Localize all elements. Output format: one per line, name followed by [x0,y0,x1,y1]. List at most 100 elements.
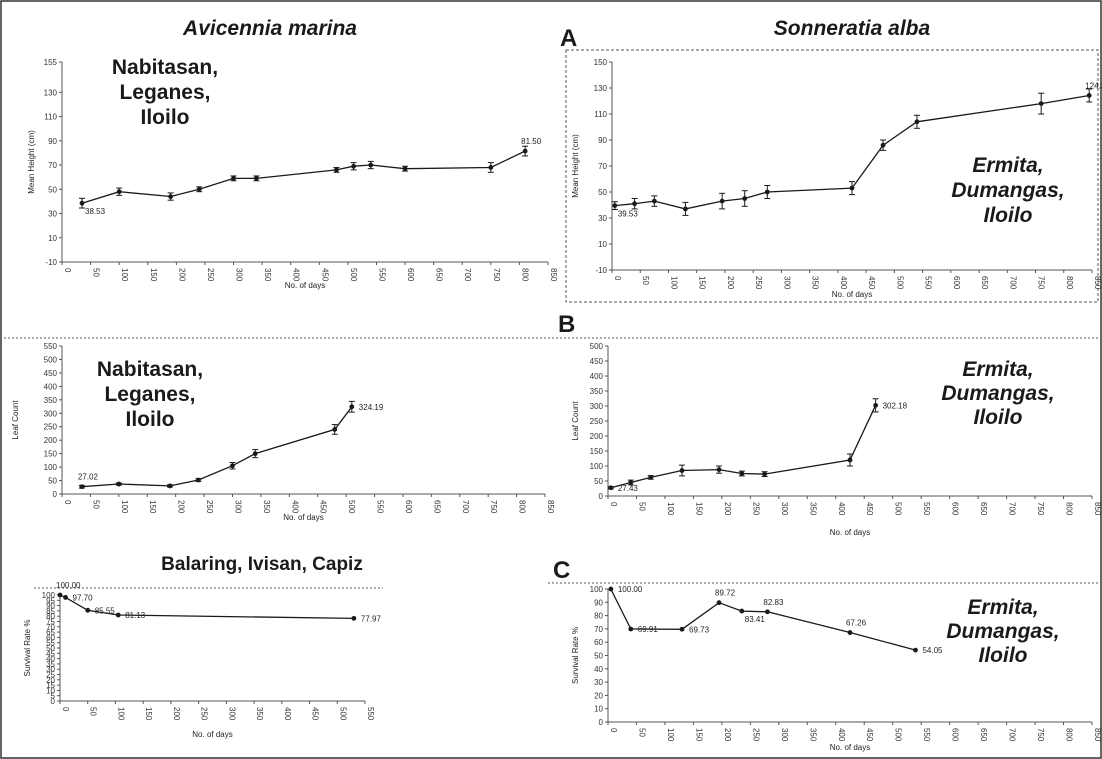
data-point [168,194,174,199]
data-point [334,167,339,173]
data-point [873,402,879,408]
x-tick-label: 300 [233,500,242,514]
data-point [402,166,408,172]
data-label: 324.19 [359,403,384,412]
data-label: 302.18 [883,401,908,410]
data-point [679,468,685,473]
y-tick-label: 60 [594,638,603,647]
y-tick-label: 95 [46,596,55,605]
x-tick-label: 650 [979,502,988,516]
y-tick-label: -10 [595,266,607,275]
y-tick-label: 5 [51,692,56,701]
x-tick-label: 300 [782,276,791,290]
x-tick-label: 250 [205,500,214,514]
x-tick-label: 0 [63,500,72,505]
y-axis-title: Survival Rate % [23,620,32,677]
y-tick-label: 300 [590,402,604,411]
y-axis-title: Mean Height (cm) [27,130,36,194]
data-label: 81.13 [125,611,146,620]
y-tick-label: 75 [46,618,55,627]
location-ermita-c-2: Dumangas, [946,620,1059,643]
y-tick-label: 70 [46,623,55,632]
data-label: 54.05 [922,646,943,655]
data-label: 69.73 [689,625,710,634]
x-tick-label: 400 [292,268,301,282]
y-tick-label: 10 [594,705,603,714]
y-tick-label: 10 [48,234,57,243]
x-tick-label: 350 [808,728,817,742]
x-tick-label: 50 [91,500,100,509]
x-tick-label: 850 [546,500,555,514]
y-tick-label: 50 [46,644,55,653]
y-tick-label: 40 [46,655,55,664]
data-point [231,175,236,181]
y-tick-label: 500 [590,342,604,351]
x-tick-label: 700 [1008,276,1017,290]
data-label: 69.91 [638,625,659,634]
x-tick-label: 500 [894,728,903,742]
x-tick-label: 250 [200,707,209,721]
location-nabitasan-2: Leganes, [119,81,210,104]
data-point [742,196,748,201]
y-tick-label: 400 [590,372,604,381]
x-tick-label: 700 [1008,502,1017,516]
x-tick-label: 150 [148,500,157,514]
x-tick-label: 350 [255,707,264,721]
x-tick-label: 400 [837,728,846,742]
x-tick-label: 350 [811,276,820,290]
chart-survival-capiz: 0510152025303540455055606570758085909510… [23,581,381,739]
y-tick-label: 500 [44,355,58,364]
y-tick-label: 50 [594,652,603,661]
data-point [764,189,770,195]
y-tick-label: 250 [44,423,58,432]
x-axis-title: No. of days [192,730,232,739]
x-tick-label: 150 [694,728,703,742]
data-label: 27.43 [618,484,639,493]
x-axis-title: No. of days [283,513,323,522]
data-point [683,206,688,212]
chart-height-avicennia: -10 10 30 50 70 90 110 130 155 0 50 100 150 200 250 300… [27,58,558,290]
data-point [762,471,767,477]
y-tick-label: 50 [48,185,57,194]
data-point [79,200,85,206]
y-tick-label: 550 [44,342,58,351]
x-tick-label: 50 [641,276,650,285]
data-point [63,595,68,600]
location-ermita-3: Iloilo [984,204,1033,227]
x-tick-label: 800 [1065,728,1074,742]
data-point [115,612,121,618]
panel-letter-c: C [553,557,570,584]
x-tick-label: 750 [1036,728,1045,742]
x-tick-label: 200 [177,500,186,514]
data-point [608,586,614,592]
x-tick-label: 700 [463,268,472,282]
x-tick-label: 400 [839,276,848,290]
data-label: 100.00 [56,581,81,590]
location-nabitasan-1: Nabitasan, [112,56,218,79]
y-axis-title: Leaf Count [11,400,20,440]
y-tick-label: 70 [598,162,607,171]
y-tick-label: 130 [594,84,608,93]
location-ermita-b-1: Ermita, [962,358,1033,381]
data-label: 81.50 [521,137,542,146]
y-tick-label: 350 [590,387,604,396]
data-point [719,198,725,204]
location-ermita-c-1: Ermita, [967,596,1038,619]
data-point [765,609,770,615]
y-tick-label: 40 [594,665,603,674]
data-point [716,600,722,606]
data-label: 27.02 [78,473,99,482]
x-tick-label: 750 [489,500,498,514]
x-tick-label: 600 [952,276,961,290]
data-label: 83.41 [745,615,766,624]
x-tick-label: 450 [311,707,320,721]
panel-letter-b: B [558,311,575,338]
species-title-sonneratia: Sonneratia alba [774,17,931,40]
series-line [81,406,353,488]
y-tick-label: 90 [598,136,607,145]
data-label: 100.00 [618,585,643,594]
x-tick-label: 450 [319,500,328,514]
data-label: 85.55 [95,606,116,615]
location-nabitasan-b-3: Iloilo [126,408,175,431]
